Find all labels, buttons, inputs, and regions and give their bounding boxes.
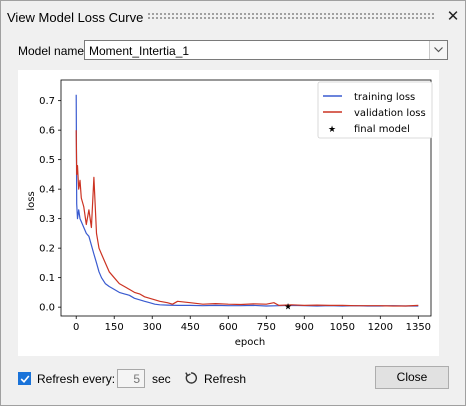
- refresh-every-label[interactable]: Refresh every:: [37, 372, 116, 386]
- x-tick-label: 750: [257, 322, 276, 333]
- y-tick-label: 0.1: [39, 273, 55, 284]
- legend-final-label: final model: [354, 124, 410, 135]
- drag-grip[interactable]: [147, 12, 435, 20]
- refresh-interval-input[interactable]: 5: [117, 369, 145, 388]
- y-tick-label: 0.6: [39, 126, 55, 137]
- refresh-checkbox[interactable]: [18, 372, 31, 385]
- legend-final-star: ★: [328, 124, 336, 134]
- title-bar[interactable]: View Model Loss Curve ✕: [1, 1, 465, 33]
- y-tick-label: 0.4: [39, 185, 55, 196]
- refresh-button-label: Refresh: [204, 372, 247, 386]
- interval-unit-label: sec: [152, 372, 171, 386]
- x-tick-label: 1050: [330, 322, 355, 333]
- legend-validation-label: validation loss: [354, 108, 426, 119]
- chevron-down-icon[interactable]: [429, 41, 447, 59]
- y-tick-label: 0.0: [39, 303, 55, 314]
- y-tick-label: 0.3: [39, 214, 55, 225]
- x-tick-label: 1200: [368, 322, 393, 333]
- loss-plot: ★ 0 150 300 450 600 750 900 1050 1200 1350 0.0 0.1 0…: [18, 70, 439, 356]
- x-axis-label: epoch: [235, 337, 265, 348]
- model-name-value: Moment_Intertia_1: [89, 44, 190, 58]
- window-title: View Model Loss Curve: [7, 10, 144, 25]
- x-tick-label: 1350: [406, 322, 431, 333]
- x-tick-label: 600: [219, 322, 238, 333]
- model-name-select[interactable]: Moment_Intertia_1: [84, 40, 448, 60]
- y-tick-label: 0.2: [39, 244, 55, 255]
- loss-chart: ★ 0 150 300 450 600 750 900 1050 1200 1350 0.0 0.1 0…: [26, 79, 433, 348]
- model-name-label: Model name:: [18, 44, 88, 58]
- legend-box: [317, 81, 433, 139]
- x-tick-label: 300: [143, 322, 162, 333]
- final-model-marker: ★: [284, 301, 292, 311]
- refresh-icon: [185, 372, 197, 384]
- y-tick-label: 0.7: [39, 96, 55, 107]
- close-icon[interactable]: ✕: [446, 8, 460, 25]
- y-tick-label: 0.5: [39, 155, 55, 166]
- close-button[interactable]: Close: [375, 366, 449, 389]
- legend-training-label: training loss: [354, 92, 415, 103]
- x-tick-label: 150: [105, 322, 124, 333]
- training-loss-line: [75, 94, 419, 307]
- refresh-button[interactable]: Refresh: [184, 368, 247, 388]
- plot-frame: [60, 79, 432, 317]
- y-axis-label: loss: [26, 191, 37, 210]
- x-tick-label: 900: [295, 322, 314, 333]
- validation-loss-line: [75, 130, 419, 307]
- x-tick-label: 450: [181, 322, 200, 333]
- x-tick-label: 0: [73, 322, 79, 333]
